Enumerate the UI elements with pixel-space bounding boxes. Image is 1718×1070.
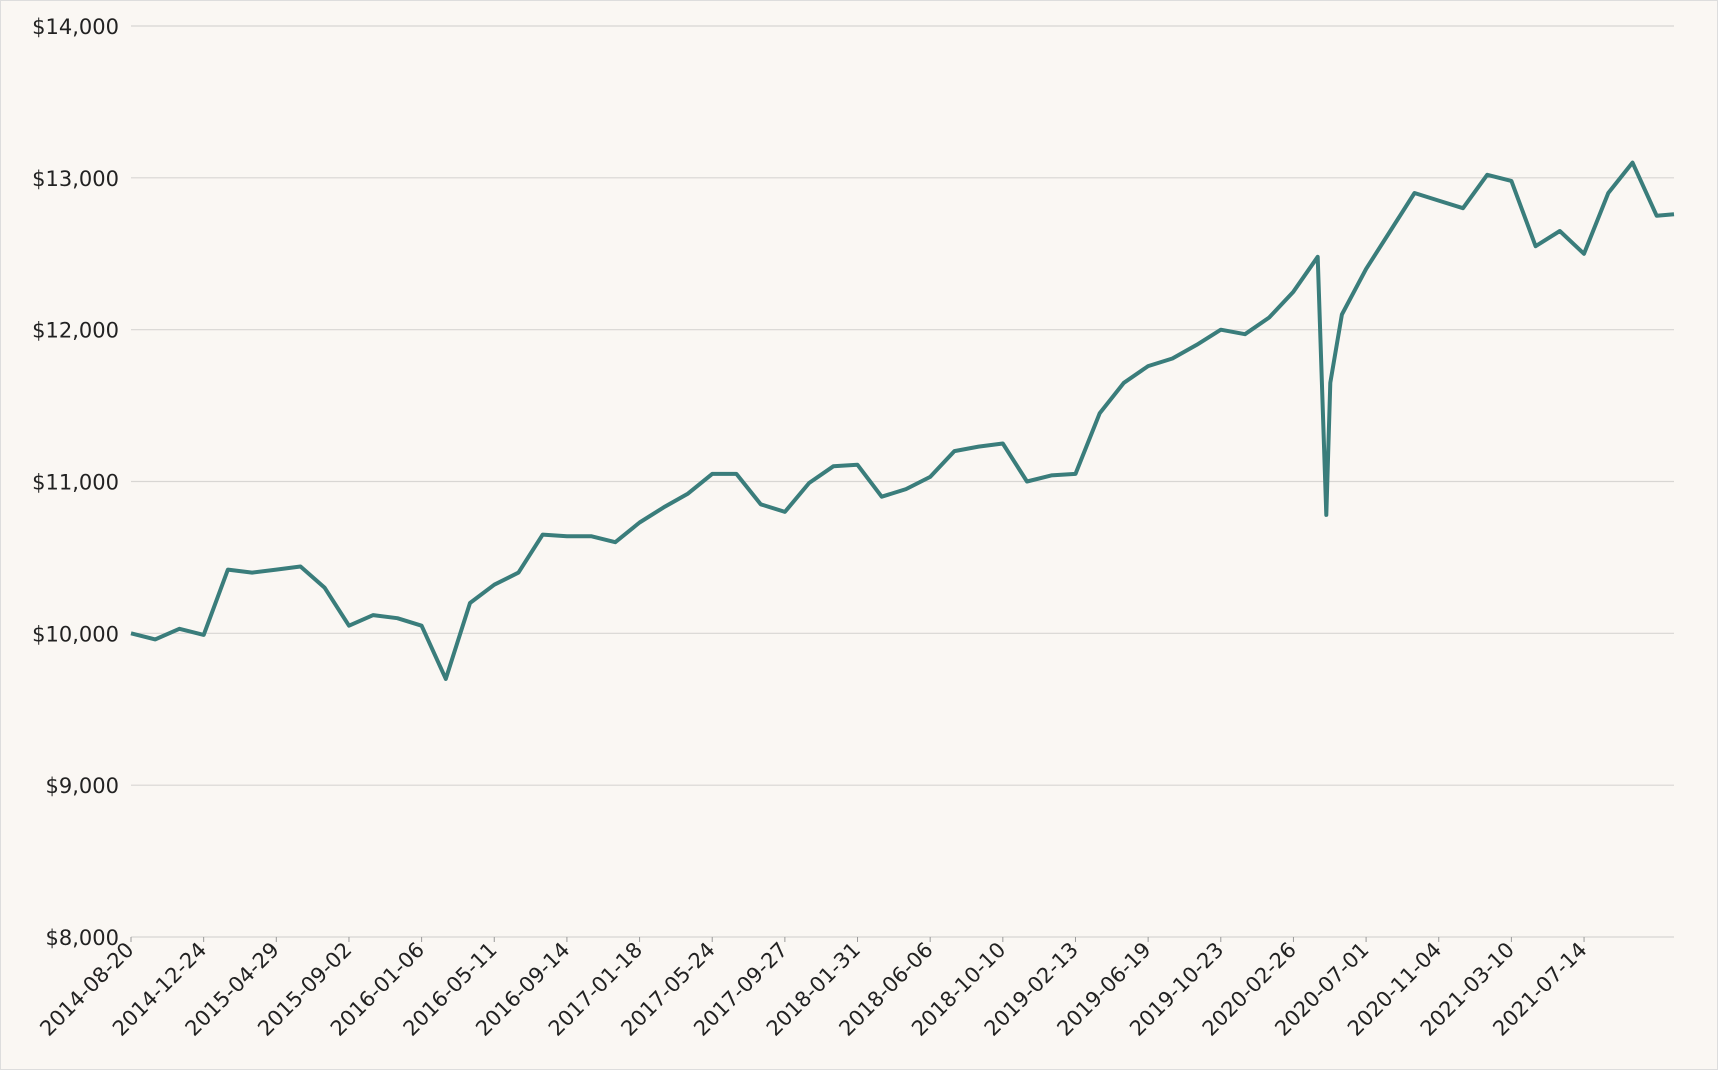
- y-tick-label: $8,000: [46, 926, 119, 950]
- y-tick-label: $11,000: [32, 471, 119, 495]
- y-tick-label: $9,000: [46, 774, 119, 798]
- y-tick-label: $13,000: [32, 167, 119, 191]
- y-tick-label: $12,000: [32, 319, 119, 343]
- y-tick-label: $14,000: [32, 15, 119, 39]
- data-line: [130, 160, 1675, 681]
- y-tick-label: $10,000: [32, 622, 119, 646]
